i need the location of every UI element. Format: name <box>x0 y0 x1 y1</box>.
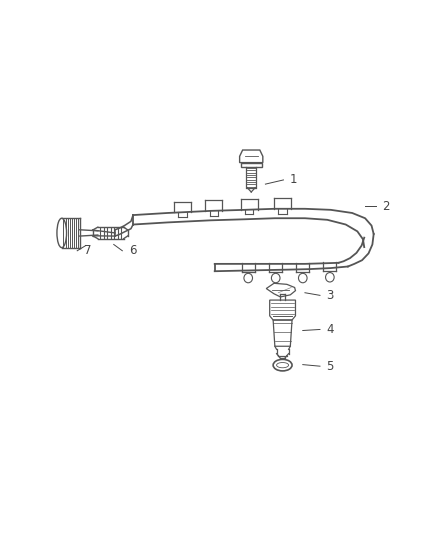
Text: 1: 1 <box>290 173 297 187</box>
Text: 4: 4 <box>326 323 334 336</box>
Text: 2: 2 <box>382 200 390 213</box>
Text: 7: 7 <box>84 244 91 257</box>
Text: 5: 5 <box>326 360 334 373</box>
Text: 3: 3 <box>326 289 334 302</box>
Text: 6: 6 <box>129 244 136 257</box>
